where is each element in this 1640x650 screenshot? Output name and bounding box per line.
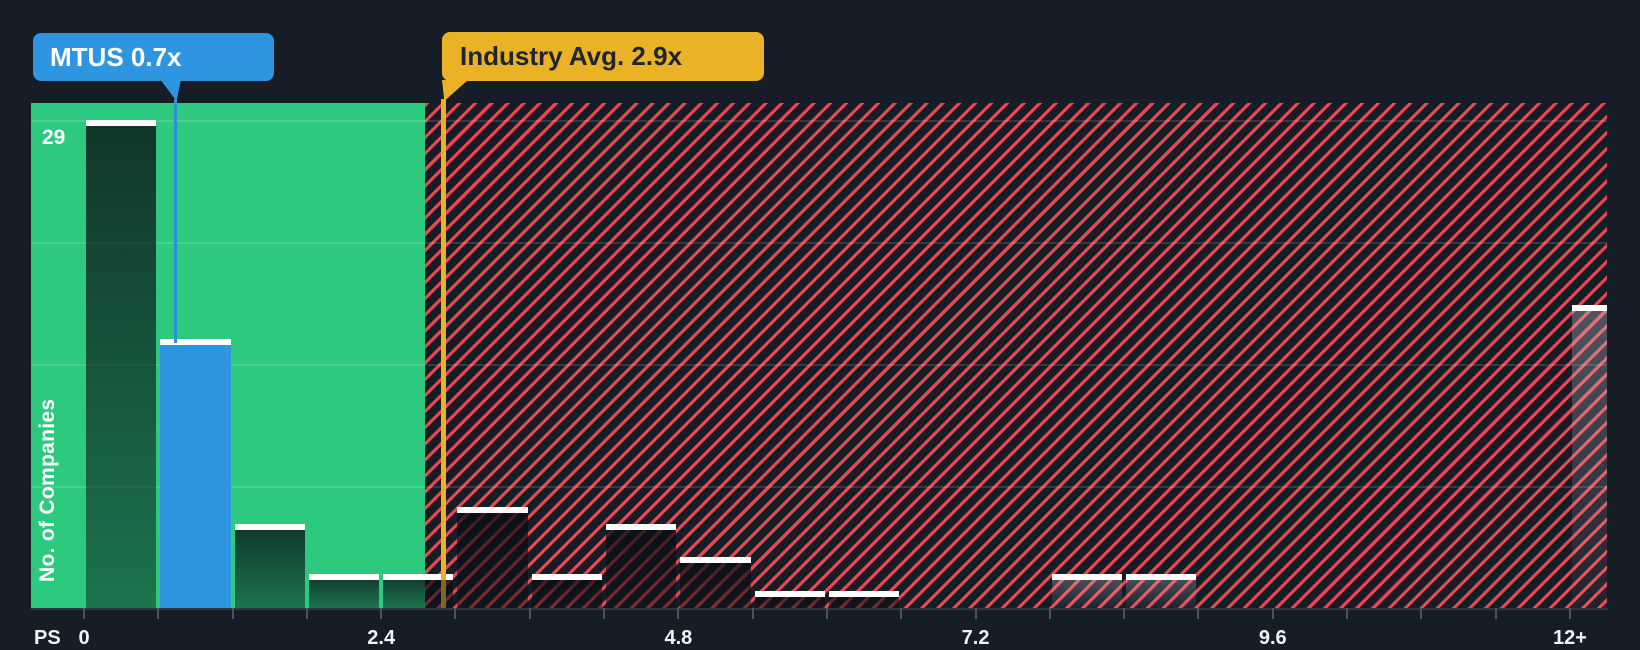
gridline bbox=[31, 363, 1607, 366]
gridline bbox=[31, 485, 1607, 488]
x-axis-tick bbox=[1346, 608, 1349, 619]
bar-top-cap bbox=[531, 574, 603, 581]
x-axis-tick-label: 7.2 bbox=[961, 627, 990, 649]
x-axis-tick bbox=[1197, 608, 1200, 619]
x-axis-tick-label: 0 bbox=[78, 627, 90, 649]
bar-top-cap bbox=[680, 557, 751, 564]
bar-top-cap bbox=[234, 523, 305, 530]
company-marker-line bbox=[173, 99, 177, 343]
x-axis-tick bbox=[83, 608, 85, 619]
bar-top-cap bbox=[160, 338, 231, 345]
x-axis-tick bbox=[1123, 608, 1126, 619]
histogram-bar[interactable] bbox=[160, 338, 231, 608]
bar-top-cap bbox=[308, 574, 380, 581]
industry-average-line bbox=[441, 99, 447, 608]
bar-top-cap bbox=[754, 591, 825, 598]
x-axis-tick bbox=[1048, 608, 1051, 619]
histogram-bar[interactable] bbox=[1126, 574, 1197, 608]
x-axis-tick bbox=[380, 608, 383, 619]
histogram-bar[interactable] bbox=[754, 591, 825, 608]
x-axis-tick bbox=[1420, 608, 1423, 619]
x-axis-tick bbox=[1494, 608, 1497, 619]
x-axis-tick-label: 9.6 bbox=[1258, 627, 1287, 649]
x-axis-tick-label: 12+ bbox=[1552, 627, 1587, 649]
histogram-bar[interactable] bbox=[531, 574, 603, 608]
x-axis-tick bbox=[528, 608, 531, 619]
industry-avg-tooltip: Industry Avg. 2.9x bbox=[442, 32, 764, 81]
x-axis-unit-label: PS bbox=[34, 627, 61, 649]
bar-top-cap bbox=[383, 574, 454, 581]
histogram-bar[interactable] bbox=[234, 523, 305, 608]
x-axis-tick-label: 2.4 bbox=[367, 627, 396, 649]
gridline bbox=[31, 119, 1607, 122]
bar-top-cap bbox=[606, 523, 677, 530]
bar-top-cap bbox=[86, 119, 157, 126]
x-axis-tick bbox=[305, 608, 308, 619]
bar-top-cap bbox=[457, 506, 528, 513]
company-marker-tooltip: MTUS 0.7x bbox=[33, 33, 274, 81]
y-axis-title: No. of Companies bbox=[36, 398, 59, 582]
histogram-bar[interactable] bbox=[86, 119, 157, 608]
x-axis-tick bbox=[751, 608, 754, 619]
x-axis-tick bbox=[157, 608, 160, 619]
bar-value-label: 29 bbox=[42, 125, 66, 149]
x-axis-tick-label: 4.8 bbox=[664, 627, 693, 649]
histogram-bar[interactable] bbox=[680, 557, 751, 608]
x-axis-tick bbox=[1568, 608, 1571, 619]
histogram-bar[interactable] bbox=[308, 574, 380, 608]
company-marker-label: MTUS 0.7x bbox=[50, 41, 182, 72]
x-axis-tick bbox=[231, 608, 234, 619]
x-axis-tick bbox=[974, 608, 977, 619]
gridline bbox=[31, 241, 1607, 244]
x-axis-tick bbox=[900, 608, 903, 619]
x-axis-tick bbox=[1271, 608, 1274, 619]
histogram-bar[interactable] bbox=[828, 591, 900, 608]
industry-avg-label: Industry Avg. 2.9x bbox=[460, 41, 683, 71]
bar-top-cap bbox=[1571, 304, 1607, 311]
above-average-hatch-zone bbox=[425, 103, 1607, 608]
bar-top-cap bbox=[828, 591, 900, 598]
x-axis-tick bbox=[603, 608, 606, 619]
x-axis-tick bbox=[677, 608, 680, 619]
histogram-bar[interactable] bbox=[1051, 574, 1123, 608]
bar-top-cap bbox=[1051, 574, 1123, 581]
histogram-bar[interactable] bbox=[1571, 304, 1607, 608]
x-axis-tick bbox=[825, 608, 828, 619]
bar-top-cap bbox=[1126, 574, 1197, 581]
x-axis-tick bbox=[454, 608, 457, 619]
histogram-bar[interactable] bbox=[457, 506, 528, 608]
x-axis-line bbox=[31, 608, 1608, 610]
histogram-bar[interactable] bbox=[606, 523, 677, 608]
